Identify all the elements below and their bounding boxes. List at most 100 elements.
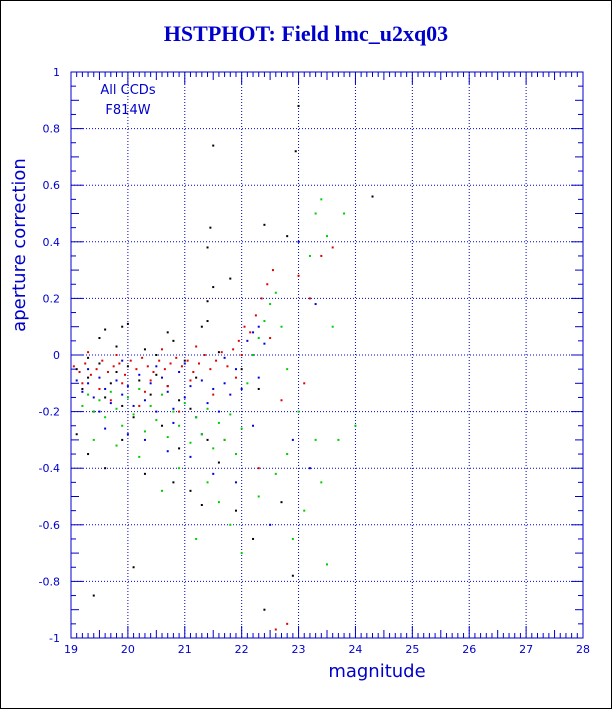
- data-point-black: [115, 370, 118, 373]
- data-point-black: [189, 407, 192, 410]
- data-point-blue: [115, 379, 118, 382]
- y-tick-label: -1: [49, 632, 60, 645]
- data-point-red: [249, 331, 252, 334]
- data-point-green: [257, 337, 260, 340]
- data-point-red: [286, 622, 289, 625]
- data-point-red: [203, 354, 206, 356]
- data-point-green: [217, 501, 220, 504]
- data-point-red: [78, 370, 81, 373]
- data-point-black: [87, 453, 90, 456]
- data-point-blue: [183, 396, 186, 399]
- data-point-black: [209, 226, 212, 229]
- data-point-green: [326, 563, 328, 566]
- data-point-green: [206, 481, 209, 484]
- data-point-blue: [217, 410, 220, 413]
- data-point-blue: [257, 325, 260, 328]
- data-point-green: [109, 390, 112, 393]
- data-point-green: [229, 523, 232, 526]
- data-point-black: [132, 566, 135, 569]
- data-point-red: [215, 359, 218, 362]
- data-point-blue: [200, 379, 203, 382]
- data-point-black: [200, 325, 203, 328]
- annotation-ccds: All CCDs: [100, 83, 155, 98]
- data-point-red: [169, 362, 172, 365]
- data-point-blue: [183, 362, 186, 365]
- data-point-blue: [308, 467, 311, 470]
- data-point-blue: [252, 424, 255, 427]
- data-point-blue: [172, 407, 175, 410]
- data-point-blue: [172, 421, 175, 424]
- data-point-blue: [223, 356, 226, 359]
- data-point-red: [274, 628, 277, 631]
- data-point-blue: [132, 404, 135, 407]
- data-point-green: [200, 433, 203, 436]
- data-point-blue: [246, 339, 249, 342]
- data-point-red: [89, 373, 92, 376]
- data-point-green: [229, 413, 232, 416]
- data-point-red: [115, 354, 118, 356]
- data-point-green: [161, 489, 164, 492]
- x-tick-label: 22: [235, 643, 249, 656]
- data-point-green: [104, 416, 107, 419]
- data-point-black: [138, 379, 141, 382]
- data-point-black: [178, 447, 181, 450]
- data-point-green: [138, 387, 141, 390]
- x-tick-label: 23: [292, 643, 306, 656]
- y-tick-label: -0.6: [39, 519, 60, 532]
- data-point-red: [98, 387, 101, 390]
- data-point-black: [87, 356, 90, 359]
- data-point-red: [124, 373, 127, 376]
- data-point-blue: [206, 402, 209, 405]
- data-point-blue: [189, 385, 192, 388]
- x-tick-label: 20: [121, 643, 135, 656]
- y-tick-label: -0.2: [39, 406, 60, 419]
- data-point-red: [297, 274, 300, 277]
- data-point-black: [240, 368, 243, 371]
- data-point-blue: [297, 240, 300, 243]
- data-point-black: [229, 277, 232, 280]
- data-point-black: [206, 320, 209, 323]
- data-point-red: [237, 339, 240, 342]
- grid-lines: [71, 72, 583, 638]
- data-point-red: [152, 370, 155, 373]
- data-point-red: [220, 351, 223, 354]
- data-point-black: [206, 300, 209, 303]
- data-point-blue: [252, 331, 255, 334]
- data-point-red: [141, 356, 144, 359]
- data-point-black: [155, 373, 158, 376]
- data-point-green: [246, 382, 249, 385]
- data-point-blue: [263, 342, 266, 345]
- data-point-blue: [155, 365, 158, 368]
- data-point-red: [192, 370, 195, 373]
- data-point-green: [297, 410, 300, 413]
- data-point-blue: [121, 393, 124, 396]
- data-point-blue: [234, 481, 237, 484]
- data-point-red: [266, 283, 269, 286]
- data-point-black: [155, 354, 158, 356]
- data-point-blue: [109, 402, 112, 405]
- data-point-black: [252, 537, 255, 540]
- data-point-blue: [212, 387, 215, 390]
- data-point-red: [226, 365, 229, 368]
- data-point-green: [161, 393, 164, 396]
- data-point-green: [337, 438, 340, 441]
- data-point-blue: [291, 438, 294, 441]
- data-point-blue: [75, 379, 78, 382]
- data-point-black: [212, 144, 215, 147]
- data-point-red: [87, 351, 90, 354]
- data-point-green: [240, 427, 243, 430]
- data-point-black: [212, 286, 215, 289]
- data-point-green: [195, 537, 198, 540]
- data-point-red: [269, 337, 272, 340]
- data-point-blue: [81, 390, 84, 393]
- data-point-blue: [178, 370, 181, 373]
- data-point-red: [178, 410, 181, 413]
- data-point-green: [155, 419, 158, 422]
- axis-ticks: [70, 71, 584, 639]
- data-point-green: [178, 424, 181, 427]
- data-point-red: [186, 359, 189, 362]
- x-axis-label: magnitude: [328, 661, 425, 682]
- data-point-red: [143, 390, 146, 393]
- data-point-green: [217, 421, 220, 424]
